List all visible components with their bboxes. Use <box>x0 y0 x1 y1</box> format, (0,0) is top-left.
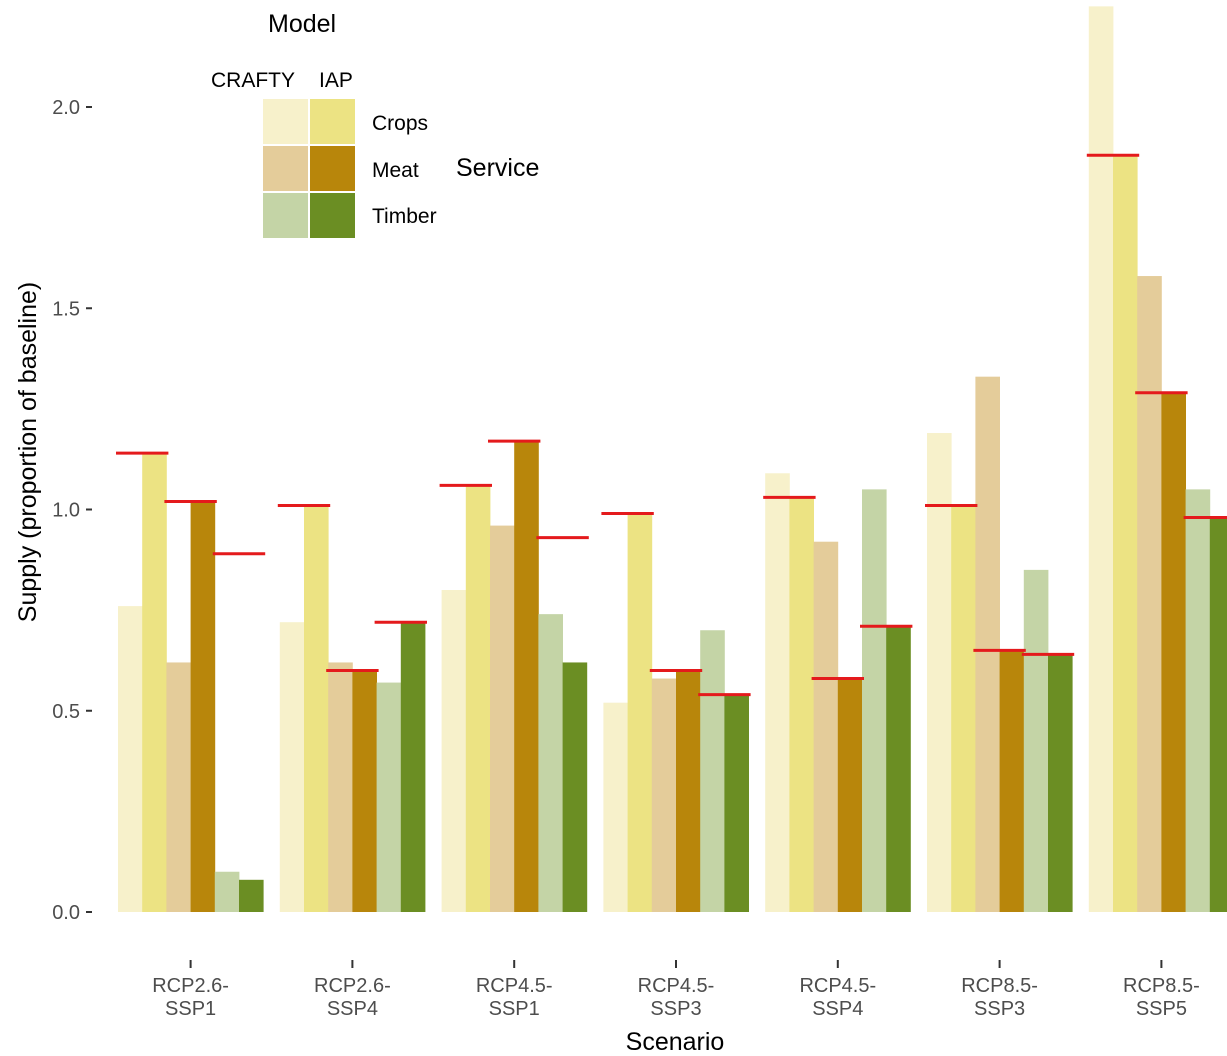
x-tick-label: SSP3 <box>650 998 701 1020</box>
bar-timber-iap-3 <box>724 694 749 912</box>
legend-key-crops-crafty <box>263 99 308 144</box>
bar-timber-iap-2 <box>562 662 588 912</box>
bar-meat-iap-5 <box>999 650 1025 912</box>
bar-meat-iap-1 <box>352 670 377 912</box>
legend-row-meat: Meat <box>372 159 419 182</box>
bar-crops-iap-6 <box>1113 155 1138 913</box>
bar-crops-iap-3 <box>627 513 653 912</box>
bar-timber-crafty-2 <box>538 614 563 912</box>
x-tick-label: SSP3 <box>974 998 1025 1020</box>
x-tick-label: RCP2.6- <box>152 975 229 997</box>
bar-meat-iap-4 <box>837 678 863 912</box>
y-tick-label: 0.5 <box>52 701 80 723</box>
y-axis: 0.0 0.5 1.0 1.5 2.0 <box>52 97 92 924</box>
bar-meat-crafty-2 <box>490 525 515 912</box>
bar-timber-iap-0 <box>239 879 264 912</box>
x-tick-label: SSP5 <box>1136 998 1187 1020</box>
x-tick-label: SSP1 <box>165 998 216 1020</box>
bar-crops-crafty-6 <box>1088 6 1114 912</box>
bar-timber-iap-4 <box>886 626 911 912</box>
bar-timber-crafty-1 <box>376 682 402 912</box>
x-axis-title: Scenario <box>626 1028 725 1056</box>
bar-crops-iap-4 <box>789 497 814 912</box>
bar-meat-iap-6 <box>1161 392 1186 912</box>
bar-meat-crafty-0 <box>166 662 191 912</box>
bar-timber-iap-5 <box>1048 654 1073 912</box>
bar-meat-iap-3 <box>676 670 701 912</box>
legend-key-crops-iap <box>310 99 355 144</box>
x-tick-label: SSP1 <box>489 998 540 1020</box>
bar-timber-crafty-6 <box>1185 489 1211 912</box>
y-tick-label: 2.0 <box>52 97 80 119</box>
bar-crops-crafty-4 <box>765 473 790 912</box>
x-axis: RCP2.6-SSP1RCP2.6-SSP4RCP4.5-SSP1RCP4.5-… <box>152 960 1200 1020</box>
bar-timber-crafty-4 <box>862 489 887 912</box>
y-tick-label: 1.0 <box>52 500 80 522</box>
bars-layer <box>118 6 1227 913</box>
legend-key-meat-crafty <box>263 146 308 191</box>
legend-column-iap: IAP <box>319 69 353 92</box>
legend-key-meat-iap <box>310 146 355 191</box>
legend-key-timber-crafty <box>263 193 308 238</box>
legend-key-timber-iap <box>310 193 355 238</box>
x-tick-label: SSP4 <box>812 998 863 1020</box>
bar-crops-iap-5 <box>951 505 976 912</box>
y-tick-label: 1.5 <box>52 298 80 320</box>
bar-meat-crafty-1 <box>328 662 353 912</box>
legend-service-title: Service <box>456 154 539 182</box>
x-tick-label: RCP8.5- <box>961 975 1038 997</box>
legend-title: Model <box>268 10 336 38</box>
y-axis-title: Supply (proportion of baseline) <box>14 282 42 622</box>
bar-meat-crafty-3 <box>651 678 677 912</box>
x-tick-label: RCP2.6- <box>314 975 391 997</box>
bar-timber-iap-6 <box>1209 517 1227 912</box>
bar-timber-crafty-0 <box>214 871 240 912</box>
legend: Model CRAFTY IAP Crops Meat Timber Servi… <box>211 10 539 238</box>
bar-crops-crafty-5 <box>927 433 952 912</box>
bar-timber-crafty-3 <box>700 630 725 912</box>
legend-keys <box>263 99 355 238</box>
bar-meat-crafty-4 <box>813 541 839 912</box>
y-tick-label: 0.0 <box>52 902 80 924</box>
legend-row-crops: Crops <box>372 112 428 135</box>
bar-crops-crafty-2 <box>441 590 467 912</box>
legend-column-crafty: CRAFTY <box>211 69 295 92</box>
reference-lines-layer <box>116 153 1227 697</box>
bar-crops-crafty-1 <box>279 622 305 912</box>
bar-crops-iap-2 <box>465 485 491 912</box>
bar-timber-crafty-5 <box>1023 569 1049 912</box>
x-tick-label: RCP8.5- <box>1123 975 1200 997</box>
bar-meat-crafty-5 <box>975 376 1000 912</box>
bar-meat-iap-2 <box>514 441 539 912</box>
bar-timber-iap-1 <box>400 622 426 912</box>
x-tick-label: RCP4.5- <box>476 975 553 997</box>
bar-crops-crafty-0 <box>118 606 143 912</box>
x-tick-label: RCP4.5- <box>638 975 715 997</box>
bar-meat-iap-0 <box>190 501 216 912</box>
bar-crops-crafty-3 <box>603 702 628 912</box>
bar-crops-iap-0 <box>142 453 167 912</box>
bar-crops-iap-1 <box>304 505 329 912</box>
bar-meat-crafty-6 <box>1137 276 1162 912</box>
legend-row-timber: Timber <box>372 205 437 228</box>
x-tick-label: SSP4 <box>327 998 378 1020</box>
x-tick-label: RCP4.5- <box>799 975 876 997</box>
